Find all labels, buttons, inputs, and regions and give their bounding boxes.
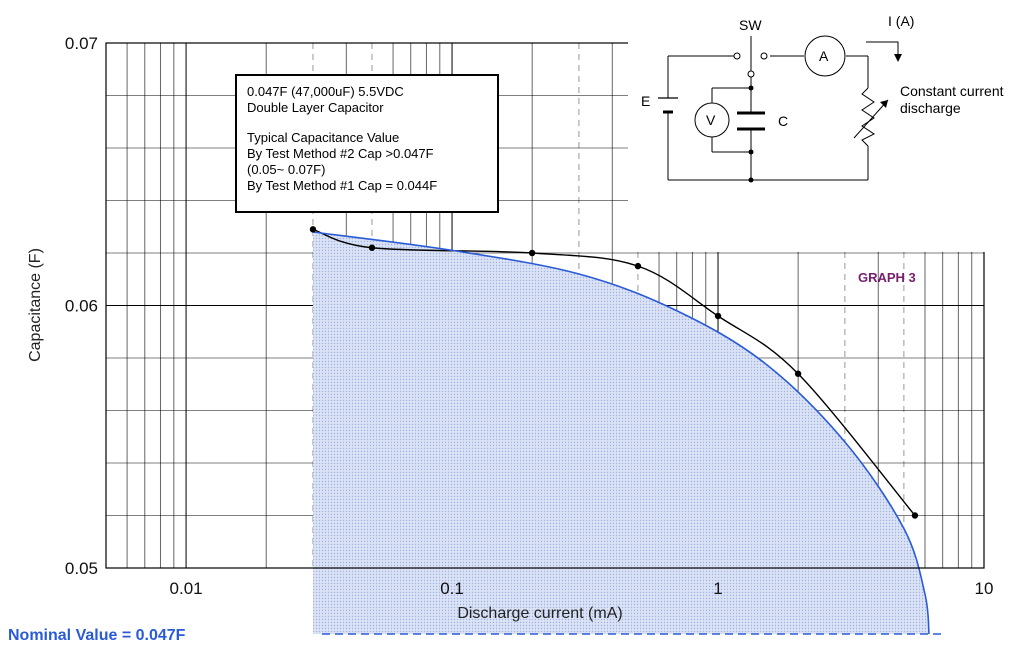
info-line-6: (0.05~ 0.07F): [247, 162, 325, 177]
capacitor-label: C: [778, 113, 788, 129]
data-point: [911, 512, 919, 519]
info-line-5: By Test Method #2 Cap >0.047F: [247, 146, 434, 161]
info-line-4: Typical Capacitance Value: [247, 130, 399, 145]
x-tick-labels: 0.01 0.1 1 10: [170, 579, 994, 598]
ammeter-label: A: [819, 48, 829, 64]
y-tick-label: 0.05: [65, 559, 98, 578]
info-line-7: By Test Method #1 Cap = 0.044F: [247, 178, 437, 193]
current-label: I (A): [888, 13, 914, 29]
info-line-1: 0.047F (47,000uF) 5.5VDC: [247, 84, 404, 99]
blue-curve: [312, 231, 930, 635]
data-point: [368, 244, 376, 251]
y-tick-label: 0.06: [65, 297, 98, 316]
data-point: [794, 370, 802, 377]
nominal-shaded-area: [312, 232, 929, 634]
battery-label: E: [641, 93, 650, 109]
x-axis-label: Discharge current (mA): [457, 605, 622, 622]
x-tick-label: 1: [713, 579, 722, 598]
info-line-2: Double Layer Capacitor: [247, 100, 384, 115]
load-label-2: discharge: [900, 100, 961, 116]
nominal-label: Nominal Value = 0.047F: [8, 627, 186, 644]
voltmeter-label: V: [706, 112, 716, 128]
circuit-diagram: SW I (A) A V E C Constant current discha…: [628, 0, 1032, 252]
x-tick-label: 10: [975, 579, 994, 598]
info-box: 0.047F (47,000uF) 5.5VDC Double Layer Ca…: [235, 74, 499, 213]
graph-label: GRAPH 3: [858, 270, 916, 285]
x-tick-label: 0.01: [170, 579, 203, 598]
plot-frame: [105, 42, 985, 569]
y-axis-label: Capacitance (F): [27, 248, 44, 362]
load-label-1: Constant current: [900, 83, 1004, 99]
y-tick-label: 0.07: [65, 34, 98, 53]
switch-label: SW: [739, 17, 762, 33]
data-points: [309, 226, 919, 519]
data-point: [714, 312, 722, 320]
data-point: [309, 226, 317, 233]
y-tick-labels: 0.05 0.06 0.07: [65, 34, 98, 578]
data-point: [528, 249, 536, 257]
data-point: [634, 262, 642, 270]
x-tick-label: 0.1: [440, 579, 464, 598]
